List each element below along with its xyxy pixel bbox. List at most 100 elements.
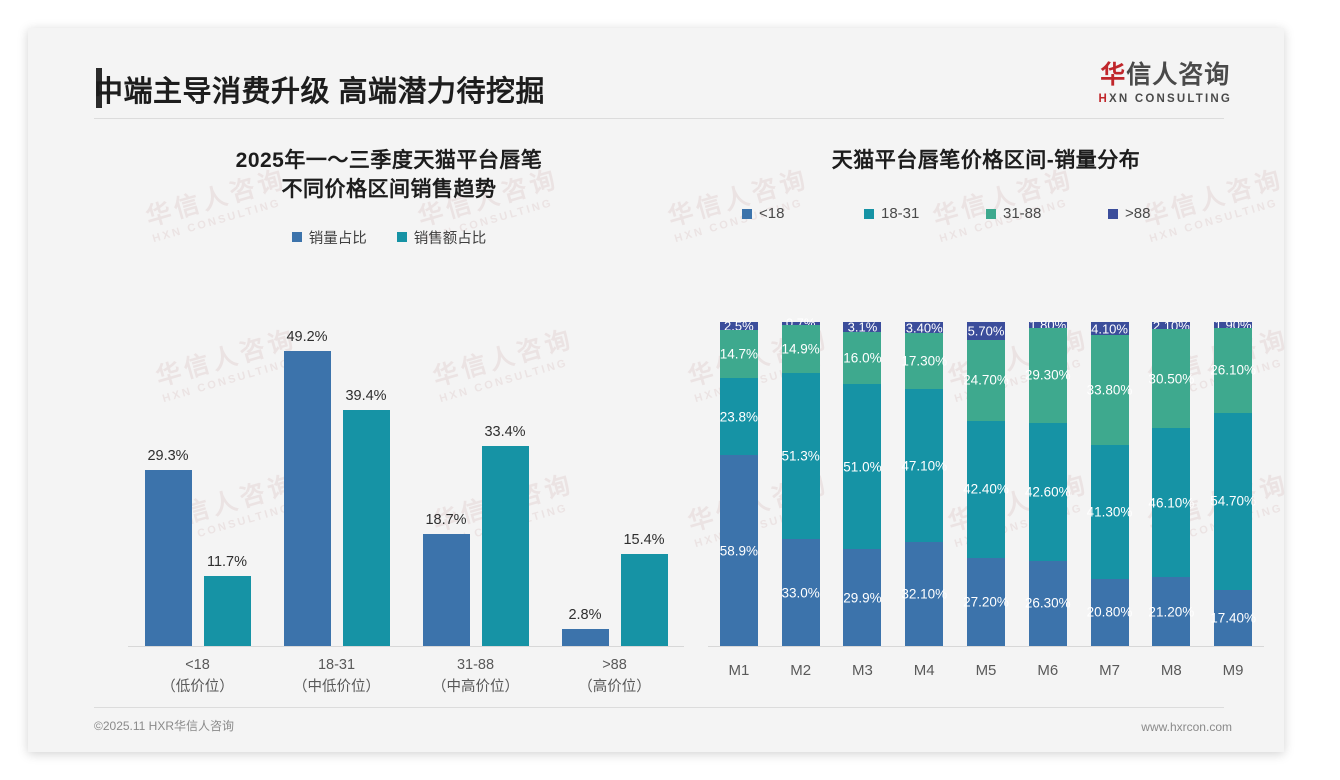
stack-segment-label: 33.80% [1086,382,1133,398]
legend-item-18-31[interactable]: 18-31 [864,205,986,222]
stack-segment-label: 14.7% [719,346,759,362]
bar-rect [203,576,251,646]
stack-segment->88: 2.10% [1152,318,1191,333]
stacked-bar-M1[interactable]: 2.5% 14.7% 23.8% 58.9% [719,319,759,646]
category-label-main: <18 [185,657,210,673]
stack-segment->88: 4.10% [1090,321,1129,336]
legend-item-销量占比[interactable]: 销量占比 [291,227,367,248]
category-label-M2: M2 [790,662,812,679]
stack-segment-label: 16.0% [843,350,882,366]
page-title: 中端主导消费升级 高端潜力待挖掘 [94,76,546,108]
bar-rect [422,534,470,646]
bar-group: 29.3% 11.7% [128,316,267,646]
bar-31-88-销量占比[interactable]: 18.7% [422,512,470,646]
legend-item->88[interactable]: >88 [1108,205,1230,222]
stack-segment-<18: 17.40% [1210,589,1256,646]
logo-english: HXN CONSULTING [1099,93,1232,105]
category-label-M6: M6 [1037,662,1059,679]
legend-swatch-icon [1108,208,1118,219]
stack-segment-label: 33.0% [781,585,820,601]
stack-segment-label: 26.10% [1210,362,1257,378]
stack-segment-label: 51.3% [781,448,820,464]
bar-<18-销量占比[interactable]: 29.3% [144,448,192,646]
category-label-M5: M5 [975,662,997,679]
stack-segment-label: 14.9% [781,341,820,357]
stacked-bar-M7[interactable]: 4.10% 33.80% 41.30% 20.80% [1087,321,1132,646]
stack-segment-label: 3.1% [847,319,878,335]
legend-label: <18 [759,205,785,223]
stack-segment-18-31: 42.40% [963,420,1009,558]
stack-segment-label: 32.10% [901,586,948,602]
stack-segment-<18: 26.30% [1025,560,1071,646]
bar-rect [481,446,529,646]
legend-swatch-icon [396,232,407,243]
stacked-bar-M6[interactable]: 1.80% 29.30% 42.60% 26.30% [1025,317,1071,646]
stack-segment-label: 42.60% [1024,484,1071,500]
bar-value-label: 11.7% [206,554,248,570]
bar->88-销量占比[interactable]: 2.8% [561,607,609,646]
stack-segment-<18: 58.9% [720,455,758,646]
legend-label: 31-88 [1003,205,1042,223]
bar-18-31-销售额占比[interactable]: 39.4% [342,388,390,646]
stack-segment-31-88: 14.7% [719,330,759,379]
stack-segment-label: 2.5% [724,318,754,334]
stack-segment-label: 58.9% [719,543,759,559]
stack-segment-label: 41.30% [1086,504,1133,520]
left-chart-title-line2: 不同价格区间销售趋势 [281,178,497,202]
stacked-bar-M3[interactable]: 3.1% 16.0% 51.0% 29.9% [843,319,882,646]
stack-segment-label: 17.40% [1210,610,1257,626]
legend-swatch-icon [986,208,996,219]
stack-segment-label: 5.70% [967,323,1005,339]
stack-segment-label: 42.40% [963,481,1009,497]
stack-segment-label: 20.80% [1086,604,1133,620]
stacked-bar-M2[interactable]: 0.7% 14.9% 51.3% 33.0% [781,316,820,646]
right-chart-title: 天猫平台唇笔价格区间-销量分布 [831,149,1141,172]
category-label-sub: （中高价位） [432,679,519,696]
bar-group: 2.8% 15.4% [545,316,684,646]
right-chart-plot: 2.5% 14.7% 23.8% 58.9% 0.7% 14.9% 51.3% 33.0% 3.… [708,316,1264,646]
stack-segment->88: 3.40% [905,320,944,335]
legend-swatch-icon [742,208,752,219]
bar->88-销售额占比[interactable]: 15.4% [620,532,668,646]
bar-value-label: 39.4% [345,388,387,404]
stack-segment-31-88: 29.30% [1025,327,1071,423]
stack-segment-label: 23.8% [719,409,759,425]
legend-item-31-88[interactable]: 31-88 [986,205,1108,222]
category-label-main: 18-31 [317,657,356,673]
stacked-bar-M8[interactable]: 2.10% 30.50% 46.10% 21.20% [1148,318,1194,646]
bar-31-88-销售额占比[interactable]: 33.4% [481,424,529,646]
bar-value-label: 33.4% [484,424,526,440]
legend-swatch-icon [864,208,874,219]
footer-divider [94,707,1224,708]
legend-item-<18[interactable]: <18 [742,205,864,222]
stack-segment-18-31: 54.70% [1210,412,1256,590]
left-chart-title-line1: 2025年一～三季度天猫平台唇笔 [235,149,543,172]
logo-english-rest: XN CONSULTING [1109,92,1232,105]
stack-segment-18-31: 42.60% [1025,422,1071,561]
legend-label: 销售额占比 [413,230,487,247]
bar-18-31-销量占比[interactable]: 49.2% [283,329,331,646]
bar-value-label: 15.4% [623,532,665,548]
stack-segment-<18: 33.0% [782,539,820,646]
category-label-main: >88 [602,657,627,673]
left-chart-category-labels: <18 （低价位） 18-31 （中低价位） 31-88 （中高价位） >88 （高价位） [128,654,684,714]
stack-segment-label: 30.50% [1148,371,1195,387]
logo-chinese-accent: 华 [1100,61,1127,89]
bar-group: 49.2% 39.4% [267,316,406,646]
logo-chinese: 华信人咨询 [1099,61,1232,90]
stacked-bar-M4[interactable]: 3.40% 17.30% 47.10% 32.10% [901,320,947,646]
slide: 中端主导消费升级 高端潜力待挖掘 华信人咨询 HXN CONSULTING 华信… [28,28,1292,752]
slide-header: 中端主导消费升级 高端潜力待挖掘 华信人咨询 HXN CONSULTING [28,28,1284,120]
stacked-bar-M5[interactable]: 5.70% 24.70% 42.40% 27.20% [963,322,1009,646]
stack-segment-label: 46.10% [1148,495,1195,511]
bar-rect [342,410,390,646]
legend-item-销售额占比[interactable]: 销售额占比 [396,227,487,248]
stack-segment-<18: 21.20% [1148,577,1194,646]
category-label-<18: <18 （低价位） [128,654,267,699]
company-logo: 华信人咨询 HXN CONSULTING [1099,61,1232,105]
stack-segment->88: 2.5% [719,319,758,334]
bar-<18-销售额占比[interactable]: 11.7% [203,554,251,646]
bar-rect [144,470,192,646]
footer-website: www.hxrcon.com [1141,720,1232,734]
stacked-bar-M9[interactable]: 1.90% 26.10% 54.70% 17.40% [1210,318,1256,646]
